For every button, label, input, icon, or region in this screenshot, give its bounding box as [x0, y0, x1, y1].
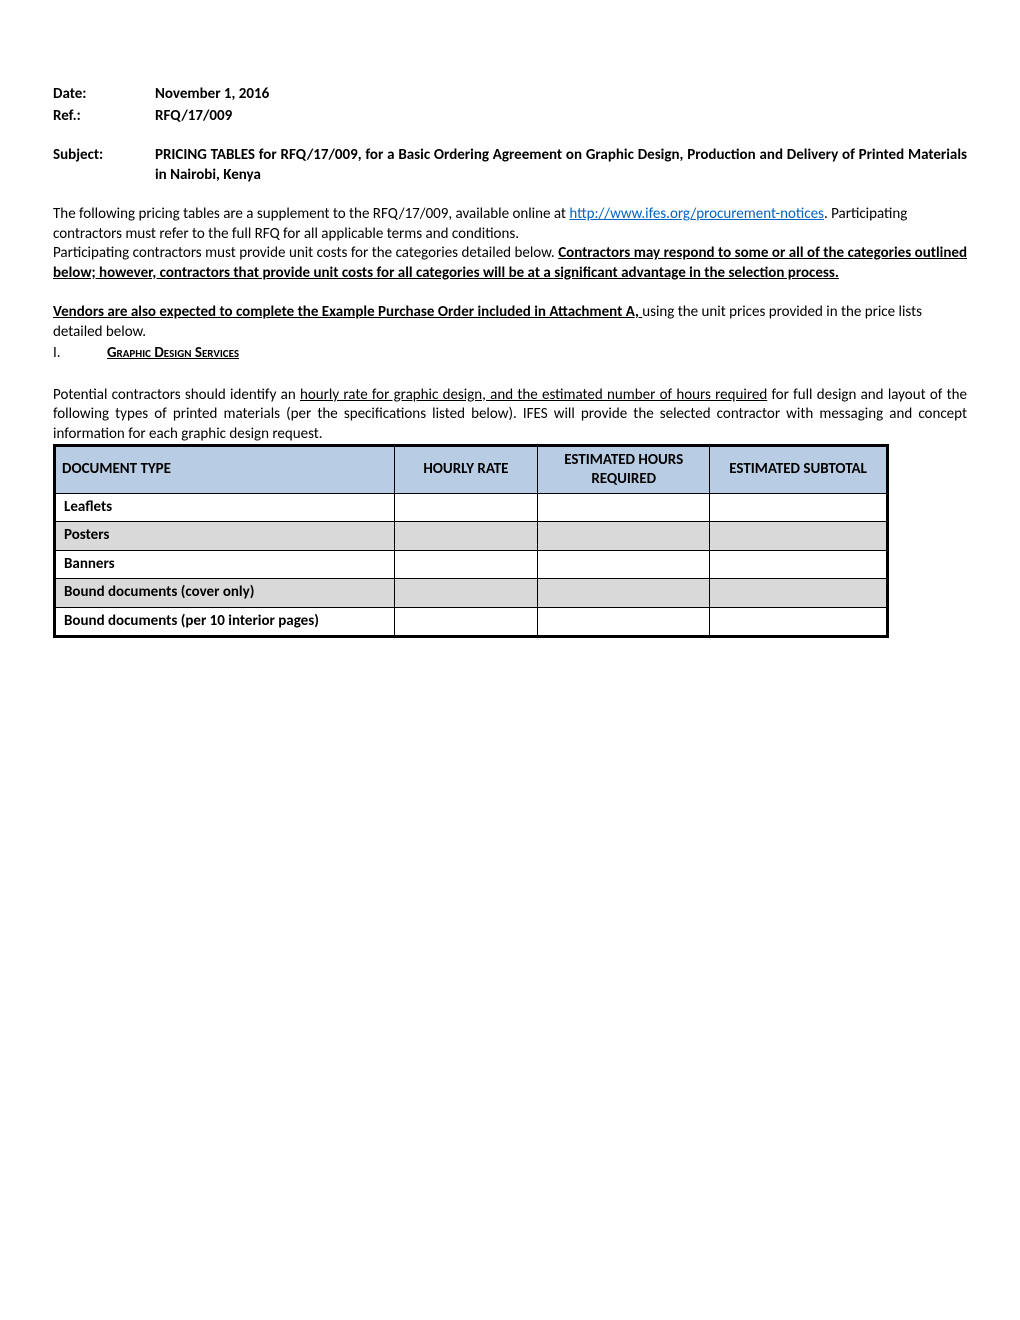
section-1-title: Graphic Design Services — [107, 344, 239, 364]
table-cell — [710, 579, 888, 608]
table-cell — [538, 550, 710, 579]
table-cell — [394, 579, 538, 608]
intro-para-1: The following pricing tables are a suppl… — [53, 205, 967, 244]
table-cell — [710, 493, 888, 522]
table-cell — [538, 607, 710, 637]
subject-value: PRICING TABLES for RFQ/17/009, for a Bas… — [155, 146, 967, 185]
table-cell — [538, 493, 710, 522]
th-estimated-hours: ESTIMATED HOURS REQUIRED — [538, 446, 710, 494]
table-row: Banners — [55, 550, 888, 579]
intro-text-1a: The following pricing tables are a suppl… — [53, 205, 569, 223]
table-cell — [710, 522, 888, 551]
table-cell — [394, 550, 538, 579]
section-1-desc: Potential contractors should identify an… — [53, 386, 967, 445]
table-row: Leaflets — [55, 493, 888, 522]
th-document-type: DOCUMENT TYPE — [55, 446, 395, 494]
date-row: Date: November 1, 2016 — [53, 85, 967, 105]
date-value: November 1, 2016 — [155, 85, 269, 105]
table-cell — [538, 522, 710, 551]
table-cell: Bound documents (cover only) — [55, 579, 395, 608]
intro-para-3: Vendors are also expected to complete th… — [53, 303, 967, 342]
subject-label: Subject: — [53, 146, 155, 185]
ref-value: RFQ/17/009 — [155, 107, 232, 127]
section-1-desc-b: hourly rate for graphic design, and the … — [300, 386, 767, 404]
table-cell — [710, 607, 888, 637]
table-cell — [394, 522, 538, 551]
ref-row: Ref.: RFQ/17/009 — [53, 107, 967, 127]
table-cell: Leaflets — [55, 493, 395, 522]
section-1-num: I. — [53, 344, 107, 364]
table-row: Posters — [55, 522, 888, 551]
procurement-link[interactable]: http://www.ifes.org/procurement-notices — [569, 205, 824, 223]
table-cell: Posters — [55, 522, 395, 551]
table-cell — [710, 550, 888, 579]
intro-text-2a: Participating contractors must provide u… — [53, 244, 558, 262]
section-1-heading: I. Graphic Design Services — [53, 344, 967, 364]
table-cell — [394, 607, 538, 637]
date-label: Date: — [53, 85, 155, 105]
table-row: Bound documents (cover only) — [55, 579, 888, 608]
table-cell: Bound documents (per 10 interior pages) — [55, 607, 395, 637]
table-header-row: DOCUMENT TYPE HOURLY RATE ESTIMATED HOUR… — [55, 446, 888, 494]
table-row: Bound documents (per 10 interior pages) — [55, 607, 888, 637]
ref-label: Ref.: — [53, 107, 155, 127]
table-cell — [394, 493, 538, 522]
section-1-desc-a: Potential contractors should identify an — [53, 386, 300, 404]
subject-row: Subject: PRICING TABLES for RFQ/17/009, … — [53, 146, 967, 185]
pricing-table: DOCUMENT TYPE HOURLY RATE ESTIMATED HOUR… — [53, 444, 889, 638]
intro-para-2: Participating contractors must provide u… — [53, 244, 967, 283]
pricing-table-body: LeafletsPostersBannersBound documents (c… — [55, 493, 888, 637]
th-estimated-subtotal: ESTIMATED SUBTOTAL — [710, 446, 888, 494]
th-hourly-rate: HOURLY RATE — [394, 446, 538, 494]
table-cell: Banners — [55, 550, 395, 579]
intro-text-3a: Vendors are also expected to complete th… — [53, 303, 642, 321]
table-cell — [538, 579, 710, 608]
